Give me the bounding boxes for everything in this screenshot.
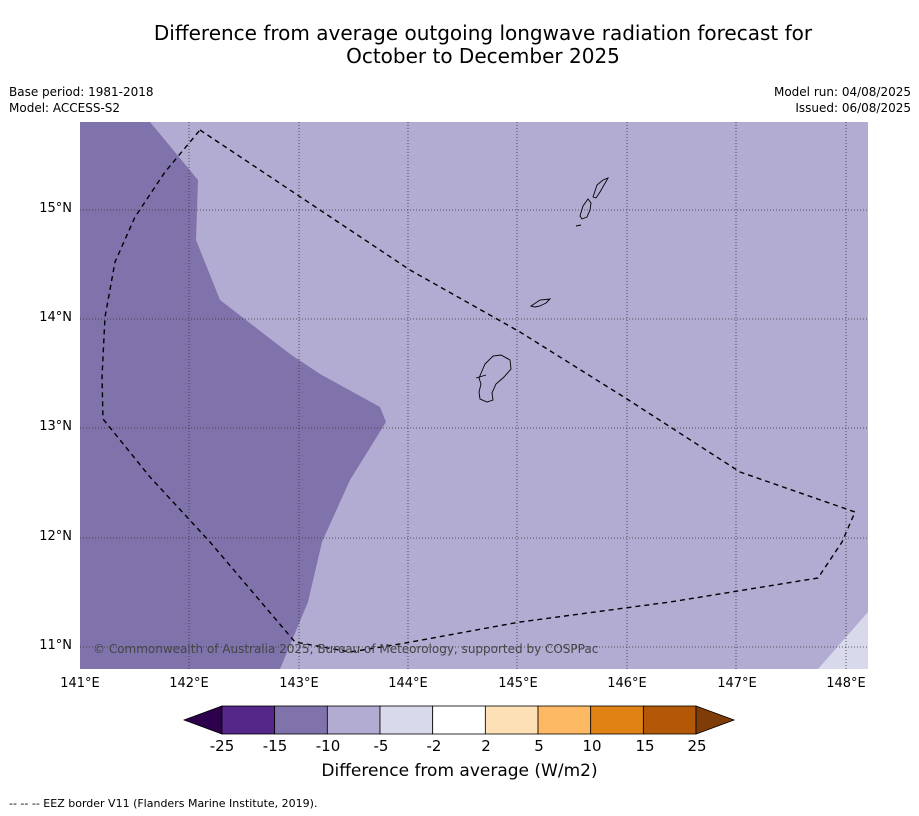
colorbar-swatch [379, 705, 434, 735]
tick-label: -25 [209, 737, 235, 755]
lon-label-147: 147°E [717, 676, 757, 691]
colorbar-swatch [590, 705, 644, 735]
colorbar-swatch [484, 705, 539, 735]
aguijan-outline [575, 224, 582, 227]
map-area [80, 122, 868, 669]
tick-label: -10 [315, 737, 341, 755]
tick-label: 2 [481, 737, 491, 755]
band-minus15-minus10 [80, 122, 386, 669]
tick-label: -5 [373, 737, 389, 755]
lon-label-148: 148°E [826, 676, 866, 691]
chart-title: Difference from average outgoing longwav… [0, 22, 919, 68]
colorbar-swatch [537, 705, 592, 735]
colorbar-swatch [221, 705, 276, 735]
title-line-1: Difference from average outgoing longwav… [153, 21, 813, 45]
graticule [80, 122, 868, 669]
base-period-text: Base period: 1981-2018 [9, 85, 154, 99]
tick-label: 5 [534, 737, 544, 755]
saipan-outline [592, 177, 610, 199]
lon-label-142: 142°E [169, 676, 209, 691]
lat-label-13: 13°N [39, 419, 72, 434]
tick-label: -15 [262, 737, 288, 755]
lon-label-144: 144°E [388, 676, 428, 691]
map-svg [80, 122, 868, 669]
lon-label-146: 146°E [607, 676, 647, 691]
tick-label: 10 [582, 737, 602, 755]
tick-label: 15 [635, 737, 655, 755]
lon-label-143: 143°E [279, 676, 319, 691]
footnote: -- -- -- EEZ border V11 (Flanders Marine… [9, 797, 318, 810]
lat-label-14: 14°N [39, 310, 72, 325]
eez-border [101, 129, 856, 653]
colorbar-swatch-extend-low [183, 705, 223, 735]
issued-text: Issued: 06/08/2025 [795, 101, 911, 115]
lat-label-12: 12°N [39, 529, 72, 544]
colorbar-swatch [326, 705, 381, 735]
meta-right: Model run: 04/08/2025 Issued: 06/08/2025 [774, 84, 911, 116]
guam-outline [475, 354, 512, 403]
lon-label-145: 145°E [498, 676, 538, 691]
lon-label-141: 141°E [60, 676, 100, 691]
band-minus5-minus2 [818, 612, 868, 669]
colorbar-swatch-extend-high [695, 705, 736, 735]
colorbar-label: Difference from average (W/m2) [321, 761, 598, 781]
meta-left: Base period: 1981-2018 Model: ACCESS-S2 [9, 84, 154, 116]
rota-outline [529, 298, 552, 308]
lat-label-15: 15°N [39, 201, 72, 216]
model-text: Model: ACCESS-S2 [9, 101, 121, 115]
lat-label-11: 11°N [39, 638, 72, 653]
model-run-text: Model run: 04/08/2025 [773, 85, 911, 99]
tinian-outline [579, 198, 592, 220]
colorbar-swatch [432, 705, 486, 735]
coastlines [475, 177, 610, 403]
tick-label: 25 [687, 737, 707, 755]
colorbar-swatch [274, 705, 328, 735]
copyright-text: © Commonwealth of Australia 2025, Bureau… [93, 642, 599, 656]
colorbar [183, 705, 736, 735]
tick-label: -2 [426, 737, 442, 755]
colorbar-swatch [642, 705, 697, 735]
title-line-2: October to December 2025 [346, 44, 620, 68]
